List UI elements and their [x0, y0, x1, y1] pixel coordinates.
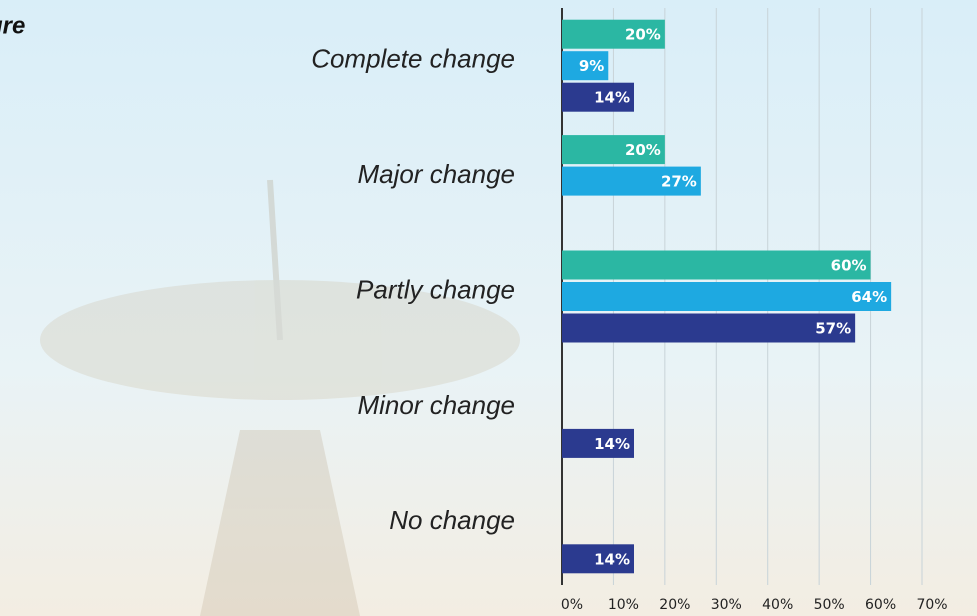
x-tick-label: 20% [659, 597, 690, 613]
x-tick-label: 40% [762, 597, 793, 613]
value-label: 14% [594, 550, 630, 568]
value-label: 64% [851, 288, 887, 306]
x-tick-label: 50% [814, 597, 845, 613]
value-label: 14% [594, 435, 630, 453]
value-label: 14% [594, 89, 630, 107]
x-tick-label: 60% [865, 597, 896, 613]
category-label: Complete change [311, 44, 515, 74]
category-label: Minor change [357, 390, 515, 420]
bar [562, 19, 665, 49]
x-tick-label: 30% [711, 597, 742, 613]
category-label: Partly change [356, 274, 515, 304]
bar [562, 313, 856, 343]
value-label: 9% [579, 57, 604, 75]
bar [562, 282, 892, 311]
bar [562, 428, 634, 458]
bar [562, 250, 871, 280]
value-label: 20% [625, 26, 661, 44]
value-label: 20% [625, 141, 661, 159]
dish-silhouette [40, 179, 520, 616]
value-label: 60% [831, 257, 867, 275]
bar [562, 82, 634, 112]
bar [562, 544, 634, 574]
category-label: Major change [357, 159, 515, 189]
chart-title: ure [0, 12, 25, 39]
category-label: No change [389, 505, 515, 535]
x-tick-label: 70% [916, 597, 947, 613]
bar [562, 135, 665, 165]
value-label: 57% [815, 320, 851, 338]
bar [562, 51, 609, 81]
value-label: 27% [661, 173, 697, 191]
x-tick-label: 10% [608, 597, 639, 613]
x-tick-label: 0% [561, 597, 583, 613]
bar [562, 166, 701, 196]
